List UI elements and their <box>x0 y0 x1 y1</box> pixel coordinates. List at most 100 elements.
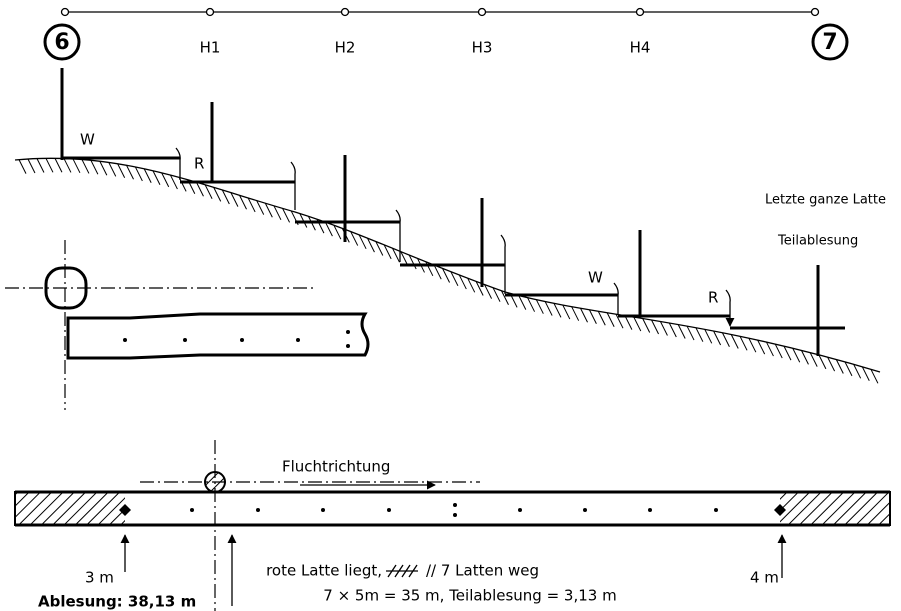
hatch-stroke <box>90 160 99 175</box>
hatch-stroke <box>801 350 809 365</box>
hatch-stroke <box>282 208 291 223</box>
hatch-stroke <box>108 162 117 177</box>
station-label: H3 <box>472 39 493 57</box>
hatch-stroke <box>81 159 90 174</box>
hatch-stroke <box>571 306 580 321</box>
hatch-stroke <box>492 287 501 302</box>
hatch-stroke <box>553 303 562 318</box>
hatch-stroke <box>792 348 801 363</box>
hatch-stroke <box>196 182 204 197</box>
note-line: // 7 Latten weg <box>426 562 539 580</box>
station-end: 7 <box>822 30 837 55</box>
reading: Ablesung: 38,13 m <box>38 593 196 611</box>
hatch-stroke <box>324 221 333 237</box>
hatch-stroke <box>45 158 54 173</box>
label-r: R <box>194 155 204 173</box>
hatch-stroke <box>134 166 143 182</box>
hatch-stroke <box>442 268 451 283</box>
hatch-stroke <box>535 299 544 314</box>
hatch-stroke <box>204 184 213 199</box>
direction-label: Fluchtrichtung <box>282 458 390 476</box>
hatch-stroke <box>748 337 757 353</box>
hatch-stroke <box>774 343 783 359</box>
label-w: W <box>80 131 95 149</box>
note-line: 7 × 5m = 35 m, Teilablesung = 3,13 m <box>323 587 616 605</box>
hatch-stroke <box>651 319 660 335</box>
hatch-stroke <box>256 200 265 215</box>
hatch-stroke <box>818 354 827 370</box>
hatch-stroke <box>686 325 695 341</box>
hatch-stroke <box>484 284 493 299</box>
hatch-stroke <box>861 366 870 382</box>
hatch-stroke <box>400 251 409 266</box>
mark-right: 4 m <box>750 569 779 587</box>
hatch-stroke <box>392 248 400 263</box>
hatch-stroke <box>870 369 879 384</box>
hatch-stroke <box>713 330 722 346</box>
note: Letzte ganze Latte <box>765 193 886 208</box>
station-start: 6 <box>54 30 69 55</box>
hatch-stroke <box>213 187 222 202</box>
label-r: R <box>708 289 718 307</box>
hatch-stroke <box>367 237 375 253</box>
note: Teilablesung <box>777 234 858 249</box>
hatch-stroke <box>63 158 72 173</box>
hatch-stroke <box>36 158 45 173</box>
hatch-stroke <box>835 359 844 374</box>
hatch-stroke <box>730 334 739 349</box>
hatch-stroke <box>809 352 818 367</box>
hatch-stroke <box>264 203 273 218</box>
hatch-stroke <box>358 234 367 250</box>
label-w: W <box>588 269 603 287</box>
hatch-stroke <box>757 339 766 355</box>
hatch-stroke <box>562 304 571 320</box>
hatch-stroke <box>501 290 509 305</box>
hatch-stroke <box>230 192 239 207</box>
note-line: rote Latte liegt, <box>266 562 382 580</box>
hatch-stroke <box>273 205 282 221</box>
hatch-stroke <box>580 308 588 323</box>
hatch-stroke <box>27 158 36 174</box>
hatch-stroke <box>695 327 704 342</box>
hatch-stroke <box>597 311 606 326</box>
hatch-stroke <box>668 322 677 338</box>
hatch-stroke <box>350 231 359 246</box>
hatch-stroke <box>659 321 668 336</box>
hatch-stroke <box>54 158 63 173</box>
hatch-stroke <box>704 329 713 344</box>
hatch-stroke <box>475 281 484 296</box>
staff-steps <box>60 68 845 356</box>
hatch-stroke <box>99 160 108 176</box>
hatch-stroke <box>458 274 467 290</box>
hatch-stroke <box>615 313 624 329</box>
staff-detail <box>5 240 370 410</box>
hatch-stroke <box>247 197 256 213</box>
hatch-stroke <box>383 244 392 260</box>
hatch-stroke <box>169 174 178 190</box>
hatch-stroke <box>624 315 633 330</box>
hatch-stroke <box>853 364 862 379</box>
tape <box>14 440 891 611</box>
hatch-stroke <box>844 361 853 377</box>
hatch-stroke <box>239 195 247 210</box>
hatch-stroke <box>544 301 553 316</box>
hatch-stroke <box>221 189 230 205</box>
hatch-stroke <box>739 336 748 351</box>
hatch-stroke <box>827 356 836 372</box>
hatch-stroke <box>588 309 597 325</box>
hatch-stroke <box>126 165 134 180</box>
hatch-stroke <box>450 271 459 287</box>
mark-left: 3 m <box>85 569 114 587</box>
station-label: H1 <box>200 39 221 57</box>
hatch-stroke <box>606 312 615 327</box>
hatch-stroke <box>783 345 792 361</box>
station-label: H2 <box>335 39 356 57</box>
terrain <box>14 157 881 384</box>
hatch-stroke <box>633 316 642 332</box>
hatch-stroke <box>642 318 651 333</box>
station-line <box>43 7 849 61</box>
hatch-stroke <box>467 278 476 293</box>
hatch-stroke <box>375 241 384 256</box>
station-label: H4 <box>630 39 651 57</box>
